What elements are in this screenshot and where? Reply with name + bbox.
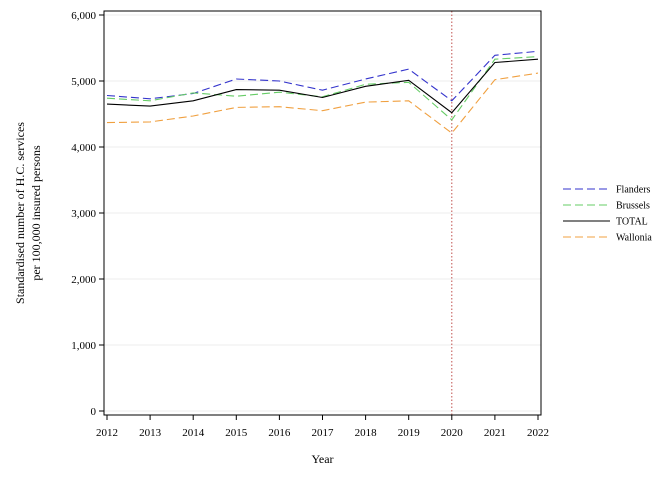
y-tick-label: 1,000 <box>71 340 96 352</box>
y-tick-label: 6,000 <box>71 10 96 22</box>
x-tick-label: 2019 <box>398 427 421 439</box>
y-tick-label: 5,000 <box>71 76 96 88</box>
y-tick-label: 4,000 <box>71 142 96 154</box>
y-tick-label: 3,000 <box>71 208 96 220</box>
x-tick-label: 2013 <box>139 427 162 439</box>
x-tick-label: 2022 <box>527 427 549 439</box>
legend-label: TOTAL <box>616 217 648 228</box>
x-tick-label: 2021 <box>484 427 506 439</box>
x-tick-label: 2017 <box>312 427 335 439</box>
legend-label: Wallonia <box>616 233 652 244</box>
series-line-total <box>106 58 539 114</box>
legend: Flanders Brussels TOTAL Wallonia <box>563 185 652 244</box>
x-tick-label: 2015 <box>225 427 248 439</box>
series-group <box>106 50 539 134</box>
x-tick-label: 2012 <box>96 427 118 439</box>
legend-label: Flanders <box>616 185 651 196</box>
x-tick-label: 2016 <box>268 427 291 439</box>
x-tick-label: 2020 <box>441 427 464 439</box>
x-axis-title: Year <box>311 452 333 466</box>
y-axis: 0 1,000 2,000 3,000 4,000 5,000 6,000 <box>71 10 104 418</box>
y-axis-title-line: per 100,000 insured persons <box>29 145 43 281</box>
series-line-flanders <box>106 50 539 102</box>
y-tick-label: 0 <box>91 406 97 418</box>
x-tick-label: 2014 <box>182 427 205 439</box>
y-axis-title-line: Standardised number of H.C. services <box>13 122 27 304</box>
legend-label: Brussels <box>616 201 650 212</box>
series-line-wallonia <box>106 72 539 134</box>
y-axis-title: Standardised number of H.C. services per … <box>13 122 43 304</box>
gridlines <box>104 14 541 412</box>
x-tick-label: 2018 <box>355 427 378 439</box>
x-axis: 2012 2013 2014 2015 2016 2017 2018 2019 2020 2021… <box>96 415 549 439</box>
series-line-brussels <box>106 56 539 121</box>
y-tick-label: 2,000 <box>71 274 96 286</box>
